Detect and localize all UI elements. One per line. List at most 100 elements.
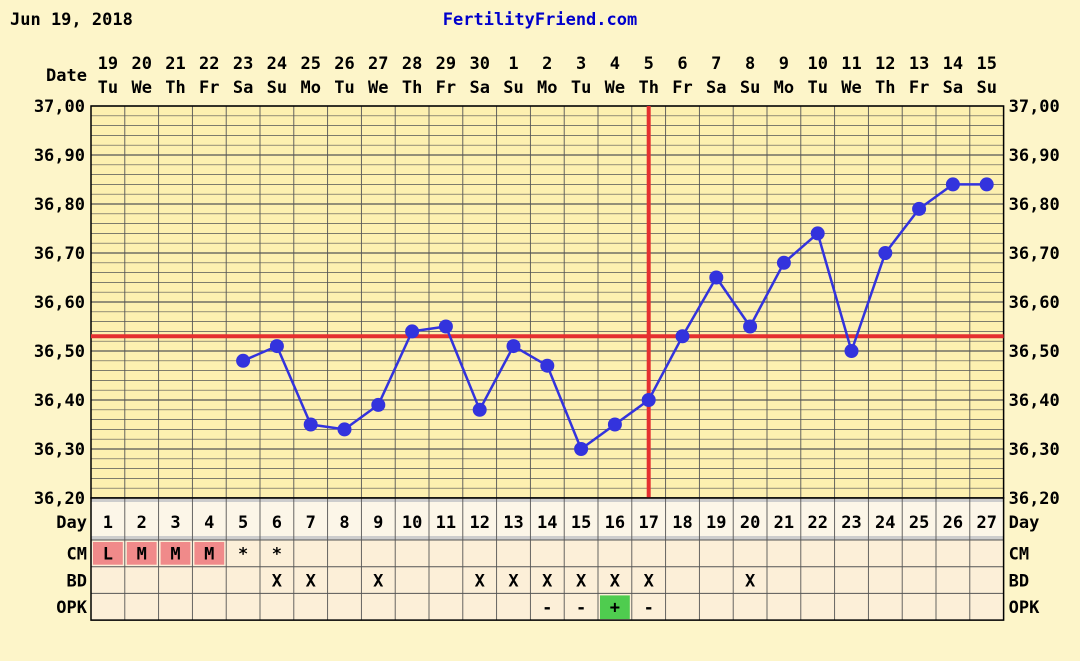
temperature-point (709, 270, 724, 285)
y-tick-label-right: 36,60 (1009, 293, 1060, 313)
cm-mark: M (137, 545, 147, 565)
weekday-label: We (605, 78, 625, 98)
temperature-line-segment (546, 365, 583, 450)
y-tick-label-right: 36,40 (1009, 391, 1060, 411)
temperature-line-segment (816, 233, 853, 352)
date-label: 2 (542, 54, 552, 74)
date-label: 10 (807, 54, 827, 74)
temperature-point (743, 319, 758, 334)
temperature-line-segment (444, 326, 481, 411)
cycle-day-label: 21 (774, 513, 794, 533)
date-row-label: Date (46, 66, 87, 86)
temperature-line-segment (884, 208, 921, 254)
date-label: 4 (610, 54, 620, 74)
date-label: 25 (300, 54, 320, 74)
y-tick-label-left: 36,60 (34, 293, 85, 313)
y-tick-label-left: 36,40 (34, 391, 85, 411)
opk-mark: - (542, 598, 552, 618)
bd-mark: X (644, 571, 655, 591)
bottom-frame (90, 497, 1005, 621)
date-label: 14 (943, 54, 963, 74)
cycle-day-label: 16 (605, 513, 625, 533)
temperature-point (912, 201, 927, 216)
temperature-line-segment (478, 345, 515, 411)
date-label: 21 (165, 54, 185, 74)
weekday-label: Mo (774, 78, 794, 98)
opk-mark: + (610, 598, 620, 618)
bd-mark: X (508, 571, 519, 591)
date-label: 7 (711, 54, 721, 74)
temperature-line-segment (748, 262, 786, 328)
date-label: 5 (644, 54, 654, 74)
temperature-point (641, 393, 656, 407)
chart-date: Jun 19, 2018 (10, 10, 133, 30)
cycle-day-label: 10 (402, 513, 422, 533)
day-row-label-right: Day (1009, 513, 1040, 533)
cm-row-label: CM (67, 545, 87, 565)
y-tick-label-left: 36,20 (34, 489, 85, 509)
date-label: 19 (98, 54, 118, 74)
cycle-day-label: 18 (672, 513, 692, 533)
cycle-day-label: 9 (373, 513, 383, 533)
weekday-label: Tu (334, 78, 354, 98)
weekday-label: Tu (98, 78, 118, 98)
bd-mark: X (745, 571, 756, 591)
y-tick-label-left: 36,70 (34, 244, 85, 264)
cm-mark: * (238, 545, 248, 565)
temperature-point (371, 397, 386, 412)
weekday-label: Sa (943, 78, 963, 98)
menses-cell (160, 542, 191, 565)
cm-mark: M (204, 545, 214, 565)
cycle-day-label: 4 (204, 513, 214, 533)
cycle-day-label: 15 (571, 513, 591, 533)
day-row-label: Day (56, 513, 87, 533)
date-label: 24 (267, 54, 287, 74)
weekday-label: Su (503, 78, 523, 98)
temperature-point (303, 417, 318, 432)
menses-cell (126, 542, 157, 565)
cycle-day-label: 26 (943, 513, 963, 533)
temperature-point (337, 422, 352, 437)
cycle-day-label: 19 (706, 513, 726, 533)
date-label: 13 (909, 54, 929, 74)
y-tick-label-right: 36,20 (1009, 489, 1060, 509)
y-tick-label-left: 36,50 (34, 342, 85, 362)
bd-mark: X (272, 571, 283, 591)
temperature-point (607, 417, 622, 432)
temperature-line-segment (275, 345, 312, 425)
day-row-inner (91, 502, 1004, 536)
temperature-point (269, 339, 284, 354)
temperature-point (844, 344, 859, 358)
date-label: 1 (508, 54, 518, 74)
temperature-point (472, 402, 487, 417)
y-tick-label-right: 37,00 (1009, 97, 1060, 117)
cycle-day-label: 6 (272, 513, 282, 533)
cycle-day-label: 11 (436, 513, 456, 533)
weekday-label: Sa (233, 78, 253, 98)
date-label: 15 (976, 54, 996, 74)
date-label: 12 (875, 54, 895, 74)
temperature-point (979, 177, 994, 192)
cycle-day-label: 25 (909, 513, 929, 533)
weekday-label: Tu (807, 78, 827, 98)
date-label: 26 (334, 54, 354, 74)
opk-row-label-right: OPK (1009, 598, 1040, 618)
temperature-point (574, 442, 589, 456)
menses-cell (93, 542, 123, 565)
weekday-label: Th (875, 78, 895, 98)
opk-row-label: OPK (56, 598, 87, 618)
weekday-label: Th (165, 78, 185, 98)
cycle-day-label: 17 (638, 513, 658, 533)
bd-mark: X (610, 571, 621, 591)
header-row: Date19Tu20We21Th22Fr23Sa24Su25Mo26Tu27We… (46, 54, 997, 98)
opk-mark: - (576, 598, 586, 618)
temperature-point (540, 358, 555, 373)
date-label: 30 (469, 54, 489, 74)
y-tick-label-left: 36,80 (34, 195, 85, 215)
bd-row-label-right: BD (1009, 571, 1029, 591)
site-name[interactable]: FertilityFriend.com (443, 10, 637, 30)
temperature-line-segment (377, 330, 414, 406)
weekday-label: Tu (571, 78, 591, 98)
date-label: 20 (131, 54, 151, 74)
